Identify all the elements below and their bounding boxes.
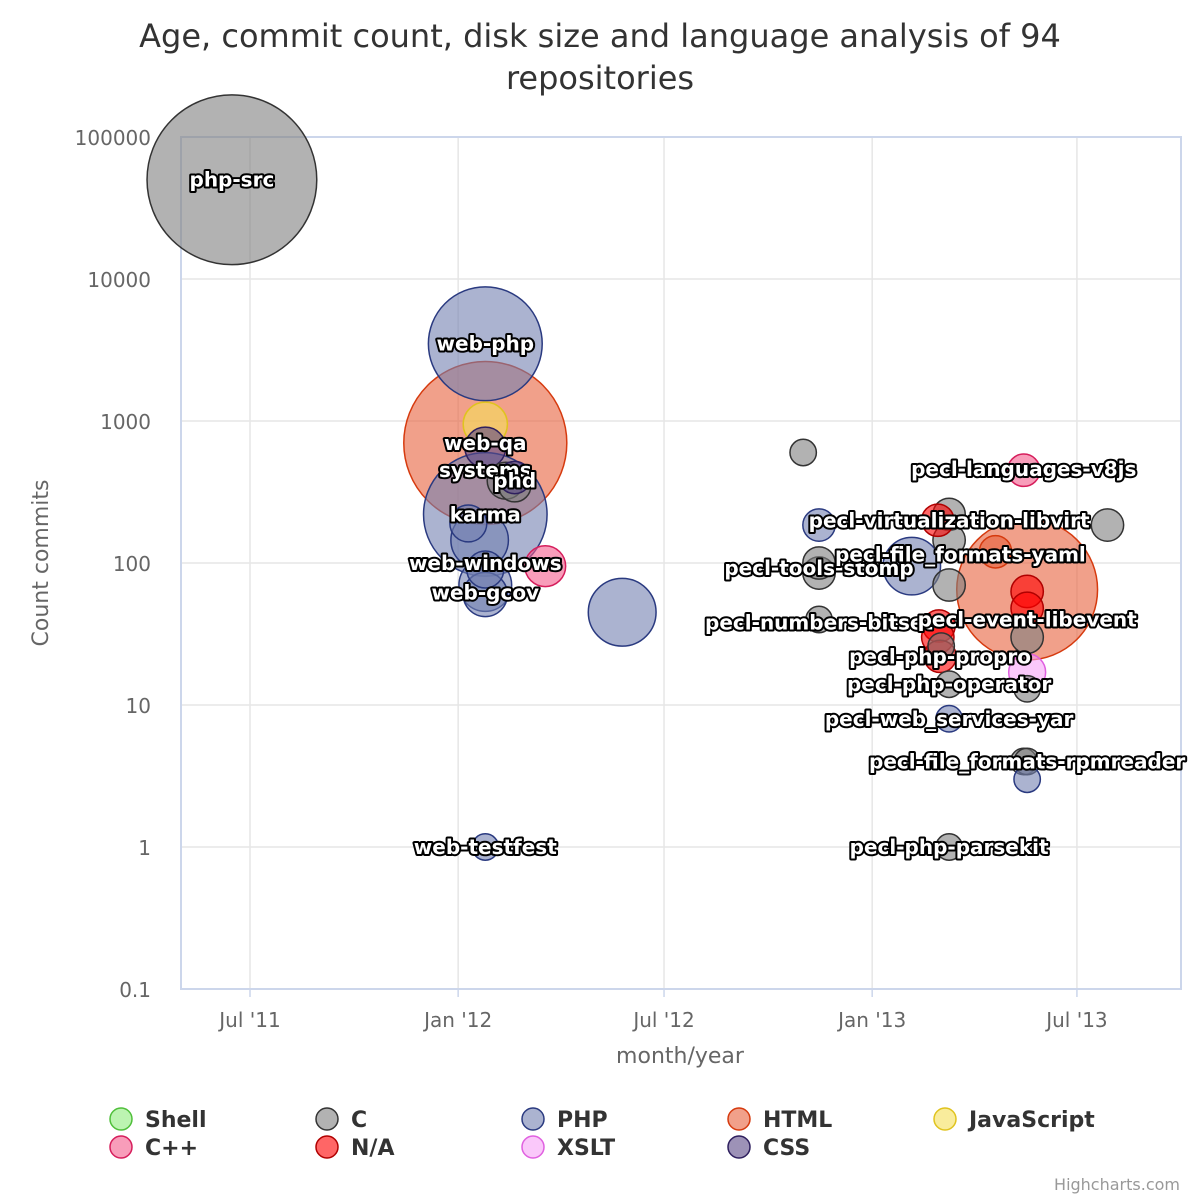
legend-label: PHP [557, 1108, 608, 1133]
legend-label: C++ [145, 1136, 198, 1161]
bubble-label: pecl-php-operator [847, 672, 1051, 696]
legend-item-shell[interactable]: Shell [109, 1107, 207, 1133]
legend-symbol [727, 1107, 751, 1131]
bubble-php[interactable] [1013, 765, 1042, 794]
bubble-series [146, 94, 1125, 861]
chart-title-line-2: repositories [506, 59, 694, 97]
bubble-c[interactable] [1090, 508, 1125, 542]
bubble-c[interactable] [1013, 674, 1042, 703]
legend-symbol [933, 1107, 957, 1131]
y-tick-label: 100 [113, 552, 151, 576]
bubble-css[interactable] [497, 460, 532, 495]
y-tick-label: 100000 [75, 126, 151, 150]
y-tick-label: 0.1 [119, 978, 151, 1002]
legend-label: XSLT [557, 1136, 615, 1161]
bubble-c[interactable] [146, 94, 318, 266]
y-axis-title: Count commits [29, 480, 54, 647]
bubble-label: pecl-file_formats-rpmreader [869, 750, 1185, 774]
bubble-label: pecl-virtualization-libvirt [809, 508, 1090, 532]
legend-item-c-[interactable]: C++ [109, 1135, 198, 1161]
legend-item-javascript[interactable]: JavaScript [933, 1107, 1095, 1133]
legend-label: HTML [763, 1108, 832, 1133]
y-tick-label: 1000 [100, 410, 151, 434]
legend-item-xslt[interactable]: XSLT [521, 1135, 615, 1161]
bubble-php[interactable] [427, 286, 543, 402]
bubble-label: phd [493, 469, 536, 493]
legend-symbol [315, 1107, 339, 1131]
chart-title: Age, commit count, disk size and languag… [139, 17, 1061, 97]
x-tick-label: Jan '13 [836, 1008, 906, 1032]
bubble-n-a[interactable] [920, 503, 955, 538]
bubble-label: pecl-php-parsekit [850, 835, 1049, 859]
y-tick-label: 1 [138, 836, 151, 860]
legend-item-css[interactable]: CSS [727, 1135, 810, 1161]
bubble-label: web-php [437, 332, 535, 356]
bubble-php[interactable] [587, 577, 657, 647]
x-tick-label: Jul '11 [217, 1008, 280, 1032]
bubble-label: pecl-php-propro [849, 644, 1031, 668]
legend-symbol [727, 1135, 751, 1159]
bubble-label: web-testfest [414, 835, 557, 859]
x-tick-label: Jul '13 [1044, 1008, 1107, 1032]
y-tick-label: 10 [126, 694, 151, 718]
bubble-php[interactable] [935, 704, 964, 733]
bubble-php[interactable] [449, 504, 488, 543]
bubble-c[interactable] [935, 670, 964, 699]
bubble-label: web-gcov [431, 580, 539, 604]
x-axis-ticks: Jul '11 Jan '12 Jul '12 Jan '13 Jul '13 [217, 989, 1108, 1032]
legend-label: CSS [763, 1136, 810, 1161]
x-axis-title: month/year [616, 1044, 745, 1069]
bubble-c[interactable] [789, 438, 818, 467]
bubble-php[interactable] [802, 508, 836, 542]
bubble-php[interactable] [471, 833, 500, 861]
bubble-c[interactable] [802, 546, 836, 580]
bubble-label: pecl-numbers-bitset [705, 611, 933, 635]
bubble-php[interactable] [882, 536, 942, 596]
legend-item-html[interactable]: HTML [727, 1107, 832, 1133]
bubble-html[interactable] [978, 534, 1013, 569]
chart-title-line-1: Age, commit count, disk size and languag… [139, 17, 1061, 55]
bubble-c[interactable] [805, 605, 833, 634]
legend-symbol [315, 1135, 339, 1159]
legend-label: N/A [351, 1136, 394, 1161]
x-tick-label: Jan '12 [422, 1008, 492, 1032]
plot-border [180, 136, 1182, 990]
legend-symbol [109, 1107, 133, 1131]
legend-label: JavaScript [967, 1108, 1095, 1133]
bubble-label: pecl-tools-stomp [724, 556, 913, 580]
legend-symbol [109, 1135, 133, 1159]
bubble-label: pecl-file_formats-yaml [835, 542, 1086, 566]
bubble-label: php-src [190, 168, 275, 192]
bubble-c[interactable] [927, 632, 956, 661]
bubble-label: web-windows [409, 551, 562, 575]
y-axis-ticks: 100000 10000 1000 100 10 1 0.1 [75, 126, 151, 1002]
bubble-css[interactable] [464, 426, 507, 469]
legend-label: Shell [145, 1108, 207, 1133]
legend-item-c[interactable]: C [315, 1107, 367, 1133]
bubble-c-[interactable] [524, 545, 567, 588]
legend-symbol [521, 1107, 545, 1131]
legend[interactable]: Shell C PHP HTML JavaScript C++ N/A XSLT CSS [109, 1107, 1095, 1161]
bubble-label: web-qa [444, 431, 526, 455]
bubble-c[interactable] [932, 568, 967, 602]
legend-item-php[interactable]: PHP [521, 1107, 608, 1133]
y-tick-label: 10000 [87, 268, 151, 292]
bubble-label: pecl-web_services-yar [825, 707, 1074, 731]
bubble-label: systems [439, 458, 532, 482]
bubble-c[interactable] [935, 833, 964, 861]
bubble-label: pecl-event-libevent [918, 608, 1138, 632]
legend-symbol [521, 1135, 545, 1159]
bubble-label: pecl-languages-v8js [911, 457, 1136, 481]
bubble-php[interactable] [466, 550, 505, 589]
legend-item-n-a[interactable]: N/A [315, 1135, 394, 1161]
bubble-label: karma [450, 502, 521, 526]
plot-area [180, 136, 1182, 990]
credits[interactable]: Highcharts.com [1054, 1175, 1180, 1194]
legend-label: C [351, 1108, 367, 1133]
x-tick-label: Jul '12 [631, 1008, 694, 1032]
bubble-n-a[interactable] [1010, 591, 1045, 626]
bubble-c-[interactable] [1006, 453, 1041, 488]
